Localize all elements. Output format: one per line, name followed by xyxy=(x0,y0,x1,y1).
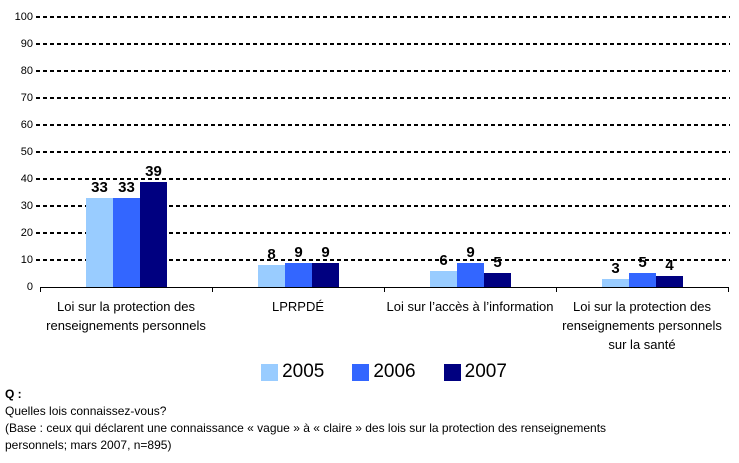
bar-value-label: 3 xyxy=(611,260,620,277)
y-axis-tick-label: 80 xyxy=(20,65,33,77)
y-axis-tick-label: 10 xyxy=(20,254,33,266)
y-axis-tick-label: 60 xyxy=(20,119,33,131)
gridline xyxy=(36,70,730,72)
bar-value-label: 4 xyxy=(665,257,674,274)
legend-swatch-2007 xyxy=(443,363,461,381)
bar-2005-cat4 xyxy=(602,279,629,287)
footnote-question: Quelles lois connaissez-vous? xyxy=(5,404,167,418)
bar-2006-cat1 xyxy=(113,198,140,287)
y-axis-tick-label: 100 xyxy=(14,11,33,23)
bar-2006-cat4 xyxy=(629,273,656,287)
gridline xyxy=(36,16,730,18)
gridline xyxy=(36,178,730,180)
bar-value-label: 9 xyxy=(321,244,330,261)
x-axis-category-label: Loi sur la protection des renseignements… xyxy=(46,299,206,333)
legend-swatch-2006 xyxy=(352,363,370,381)
x-axis-tick xyxy=(384,287,385,292)
bar-2007-cat1 xyxy=(140,182,167,287)
bar-value-label: 33 xyxy=(118,179,135,196)
gridline xyxy=(36,43,730,45)
x-axis-tick xyxy=(556,287,557,292)
legend-item-2007: 2007 xyxy=(443,361,507,382)
x-axis-category-label: Loi sur l’accès à l’information xyxy=(386,299,554,314)
bar-2005-cat3 xyxy=(430,271,457,287)
x-axis-tick xyxy=(40,287,41,292)
bar-value-label: 5 xyxy=(638,254,647,271)
footnote-q-label: Q : xyxy=(5,387,22,401)
bar-2007-cat4 xyxy=(656,276,683,287)
y-axis-tick-label: 90 xyxy=(20,38,33,50)
gridline xyxy=(36,259,730,261)
bar-2005-cat2 xyxy=(258,265,285,287)
bar-value-label: 39 xyxy=(145,163,162,180)
legend-label-2005: 2005 xyxy=(282,361,325,382)
bar-value-label: 9 xyxy=(294,244,303,261)
y-axis-tick-label: 30 xyxy=(20,200,33,212)
bar-value-label: 5 xyxy=(493,254,502,271)
bar-value-label: 6 xyxy=(439,252,448,269)
chart-legend: 2005 2006 2007 xyxy=(40,362,728,382)
bar-2006-cat3 xyxy=(457,263,484,287)
footnote-base-line1: (Base : ceux qui déclarent une connaissa… xyxy=(5,421,607,435)
y-axis-tick-label: 50 xyxy=(20,146,33,158)
x-axis-category-label: Loi sur la protection des renseignements… xyxy=(562,299,722,352)
legend-item-2006: 2006 xyxy=(352,361,416,382)
bar-2006-cat2 xyxy=(285,263,312,287)
gridline xyxy=(36,151,730,153)
gridline xyxy=(36,205,730,207)
footnote: Q : Quelles lois connaissez-vous? (Base … xyxy=(5,386,735,454)
legend-item-2005: 2005 xyxy=(261,362,324,382)
gridline xyxy=(36,97,730,99)
legend-label-2006: 2006 xyxy=(373,361,416,382)
legend-swatch-2005 xyxy=(261,363,279,381)
bar-2005-cat1 xyxy=(86,198,113,287)
y-axis-tick-label: 0 xyxy=(26,281,33,293)
bar-2007-cat3 xyxy=(484,273,511,287)
bar-value-label: 8 xyxy=(267,246,276,263)
y-axis-tick-label: 20 xyxy=(20,227,33,239)
gridline xyxy=(36,124,730,126)
legend-label-2007: 2007 xyxy=(464,361,507,382)
x-axis-tick xyxy=(728,287,729,292)
x-axis-category-label: LPRPDÉ xyxy=(271,299,325,314)
bar-value-label: 33 xyxy=(91,179,108,196)
y-axis-tick-label: 40 xyxy=(20,173,33,185)
y-axis-tick-label: 70 xyxy=(20,92,33,104)
gridline xyxy=(36,232,730,234)
bar-value-label: 9 xyxy=(466,244,475,261)
footnote-base-line2: personnels; mars 2007, n=895) xyxy=(5,438,172,452)
x-axis-tick xyxy=(212,287,213,292)
bar-2007-cat2 xyxy=(312,263,339,287)
